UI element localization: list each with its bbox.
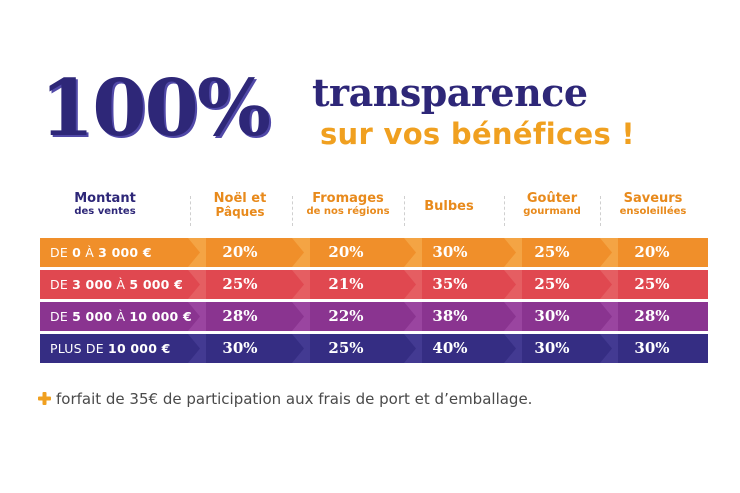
header-fromages: Fromages de nos régions <box>292 191 404 236</box>
table-row: DE 0 À 3 000 € 20% 20% 30% 25% 20% <box>40 238 708 267</box>
row-label-prefix: DE <box>50 309 73 324</box>
rate-cell: 20% <box>328 243 364 261</box>
row-label: DE 0 À 3 000 € <box>50 238 152 267</box>
row-label-prefix: PLUS DE <box>50 341 109 356</box>
rate-cell: 30% <box>222 339 258 357</box>
rate-cell: 38% <box>432 307 468 325</box>
header-cat-line1: Fromages <box>312 191 384 206</box>
row-label: PLUS DE 10 000 € <box>50 334 171 363</box>
header-amount-line1: Montant <box>74 191 136 206</box>
row-label-to: 10 000 € <box>129 309 192 324</box>
rate-cell: 25% <box>534 243 570 261</box>
row-label-prefix: DE <box>50 245 73 260</box>
rate-cell: 28% <box>634 307 670 325</box>
rate-cell: 25% <box>534 275 570 293</box>
row-band <box>40 238 708 267</box>
row-label-mid: À <box>81 245 99 260</box>
table-header: Montant des ventes Noël et Pâques Fromag… <box>40 191 708 236</box>
title-big-percent: 100% <box>40 63 271 154</box>
rate-cell: 25% <box>634 275 670 293</box>
rate-cell: 28% <box>222 307 258 325</box>
row-label: DE 5 000 À 10 000 € <box>50 302 192 331</box>
row-band <box>40 302 708 331</box>
header-amount: Montant des ventes <box>40 191 170 236</box>
row-label-to: 3 000 € <box>98 245 152 260</box>
rate-cell: 20% <box>634 243 670 261</box>
row-label-to: 10 000 € <box>108 341 171 356</box>
rate-cell: 30% <box>634 339 670 357</box>
header-cat-line1: Noël et <box>213 191 267 206</box>
rate-cell: 30% <box>534 339 570 357</box>
row-label-to: 5 000 € <box>129 277 183 292</box>
header-cat-line1: Bulbes <box>424 199 474 214</box>
header-separator <box>404 196 405 226</box>
rate-cell: 25% <box>222 275 258 293</box>
rate-cell: 21% <box>328 275 364 293</box>
rate-cell: 22% <box>328 307 364 325</box>
rate-cell: 30% <box>432 243 468 261</box>
row-label: DE 3 000 À 5 000 € <box>50 270 183 299</box>
row-band <box>40 270 708 299</box>
row-band <box>40 334 708 363</box>
row-label-from: 3 000 <box>72 277 113 292</box>
header-amount-line2: des ventes <box>74 206 136 218</box>
header-noel-paques: Noël et Pâques <box>188 191 292 236</box>
row-label-from: 0 <box>72 245 82 260</box>
header-cat-line2: gourmand <box>523 206 581 218</box>
header-separator <box>190 196 191 226</box>
header-separator <box>600 196 601 226</box>
title-line-1: transparence <box>312 70 588 115</box>
row-label-prefix: DE <box>50 277 73 292</box>
table-row: PLUS DE 10 000 € 30% 25% 40% 30% 30% <box>40 334 708 363</box>
table-row: DE 3 000 À 5 000 € 25% 21% 35% 25% 25% <box>40 270 708 299</box>
header-gouter: Goûter gourmand <box>502 191 602 236</box>
header-separator <box>504 196 505 226</box>
title-line-2: sur vos bénéfices ! <box>320 117 635 151</box>
header-saveurs: Saveurs ensoleillées <box>600 191 706 236</box>
table-row: DE 5 000 À 10 000 € 28% 22% 38% 30% 28% <box>40 302 708 331</box>
header-cat-line2: ensoleillées <box>619 206 687 218</box>
row-label-mid: À <box>112 277 130 292</box>
footnote-text: forfait de 35€ de participation aux frai… <box>56 390 533 408</box>
row-label-mid: À <box>112 309 130 324</box>
header-cat-line2: de nos régions <box>306 206 390 218</box>
rate-cell: 40% <box>432 339 468 357</box>
header-cat-line2: Pâques <box>215 205 265 220</box>
rate-cell: 35% <box>432 275 468 293</box>
rate-cell: 30% <box>534 307 570 325</box>
rate-cell: 25% <box>328 339 364 357</box>
header-cat-line1: Saveurs <box>623 191 683 206</box>
row-label-from: 5 000 <box>72 309 113 324</box>
header-bulbes: Bulbes <box>404 192 494 236</box>
title: 100% transparence sur vos bénéfices ! <box>40 70 660 170</box>
header-separator <box>292 196 293 226</box>
header-cat-line1: Goûter <box>526 191 578 206</box>
plus-icon <box>38 392 51 405</box>
rate-cell: 20% <box>222 243 258 261</box>
